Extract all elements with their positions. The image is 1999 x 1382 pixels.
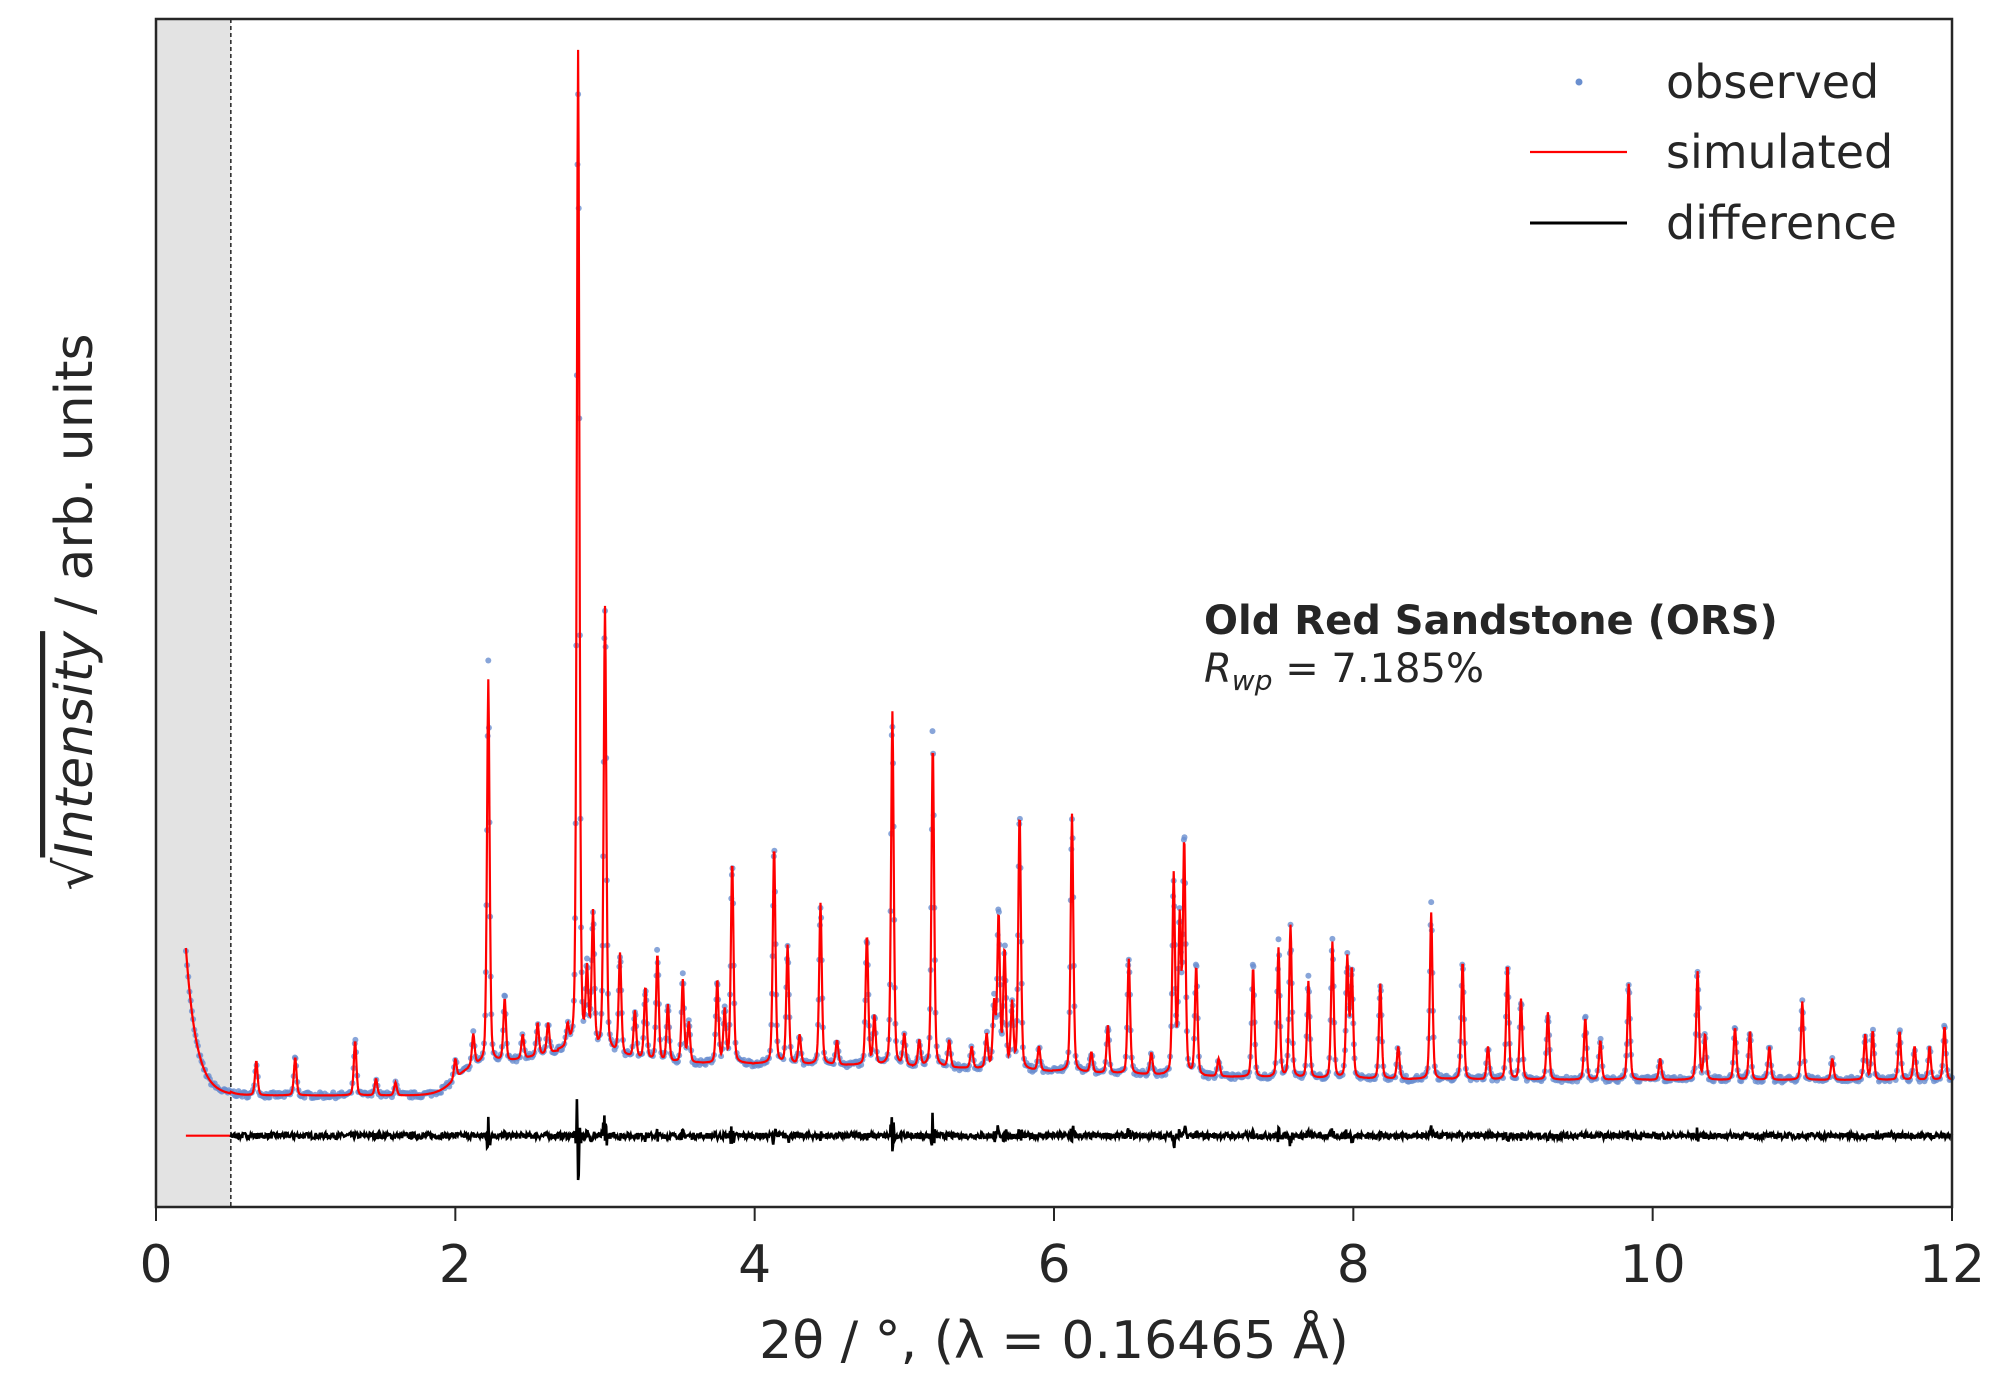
observed-point bbox=[1329, 935, 1336, 942]
x-tick-label: 6 bbox=[1037, 1235, 1070, 1295]
y-axis-label: √Intensity / arb. units bbox=[45, 333, 105, 890]
x-axis-label: 2θ / °, (λ = 0.16465 Å) bbox=[759, 1309, 1349, 1371]
rwp-value: Rwp = 7.185% bbox=[1204, 646, 1484, 697]
observed-point bbox=[929, 728, 936, 735]
observed-point bbox=[1176, 905, 1183, 912]
x-tick-label: 2 bbox=[439, 1235, 472, 1295]
observed-point bbox=[991, 990, 998, 997]
observed-point bbox=[1275, 936, 1282, 943]
x-tick-label: 10 bbox=[1620, 1235, 1686, 1295]
observed-point bbox=[1829, 1055, 1836, 1061]
sqrt-symbol: √ bbox=[45, 857, 105, 891]
observed-point bbox=[1403, 1072, 1409, 1079]
legend: observed simulated difference bbox=[1530, 55, 1897, 250]
legend-observed-marker bbox=[1575, 78, 1583, 86]
observed-point bbox=[685, 1017, 692, 1024]
observed-point bbox=[1305, 972, 1312, 979]
x-tick-label: 8 bbox=[1337, 1235, 1370, 1295]
observed-point bbox=[654, 946, 661, 953]
observed-point bbox=[502, 993, 508, 1000]
annotation: Old Red Sandstone (ORS) Rwp = 7.185% bbox=[1204, 598, 1778, 697]
observed-point bbox=[584, 955, 590, 962]
observed-point bbox=[1181, 834, 1188, 841]
x-axis: 0 2 4 6 8 10 12 bbox=[139, 1207, 1985, 1295]
y-axis-label-units: / arb. units bbox=[45, 333, 105, 631]
simulated-series-line bbox=[184, 49, 1953, 1097]
legend-difference-label: difference bbox=[1666, 196, 1897, 250]
rwp-symbol: R bbox=[1204, 646, 1232, 692]
observed-point bbox=[1428, 899, 1435, 906]
observed-point bbox=[1250, 963, 1257, 970]
observed-point bbox=[1582, 1013, 1589, 1020]
sample-name: Old Red Sandstone (ORS) bbox=[1204, 598, 1778, 644]
difference-series-line bbox=[229, 1099, 1954, 1181]
observed-point bbox=[1799, 997, 1806, 1004]
observed-point bbox=[992, 1014, 999, 1020]
observed-point bbox=[1344, 950, 1351, 956]
observed-point bbox=[470, 1028, 477, 1035]
observed-point bbox=[1597, 1035, 1604, 1042]
rwp-number: = 7.185% bbox=[1272, 646, 1483, 692]
x-tick-label: 0 bbox=[139, 1235, 172, 1295]
observed-point bbox=[1001, 942, 1008, 949]
legend-observed-label: observed bbox=[1666, 55, 1879, 109]
observed-point bbox=[485, 657, 492, 664]
observed-point bbox=[721, 1003, 728, 1010]
legend-simulated-label: simulated bbox=[1666, 125, 1893, 179]
x-tick-label: 4 bbox=[738, 1235, 771, 1295]
observed-point bbox=[998, 1030, 1005, 1037]
observed-point bbox=[1178, 969, 1185, 976]
observed-point bbox=[679, 970, 686, 977]
y-axis-label-intensity: Intensity bbox=[45, 630, 105, 858]
observed-point bbox=[995, 909, 1002, 915]
x-tick-label: 12 bbox=[1919, 1235, 1985, 1295]
rwp-subscript: wp bbox=[1232, 664, 1273, 697]
